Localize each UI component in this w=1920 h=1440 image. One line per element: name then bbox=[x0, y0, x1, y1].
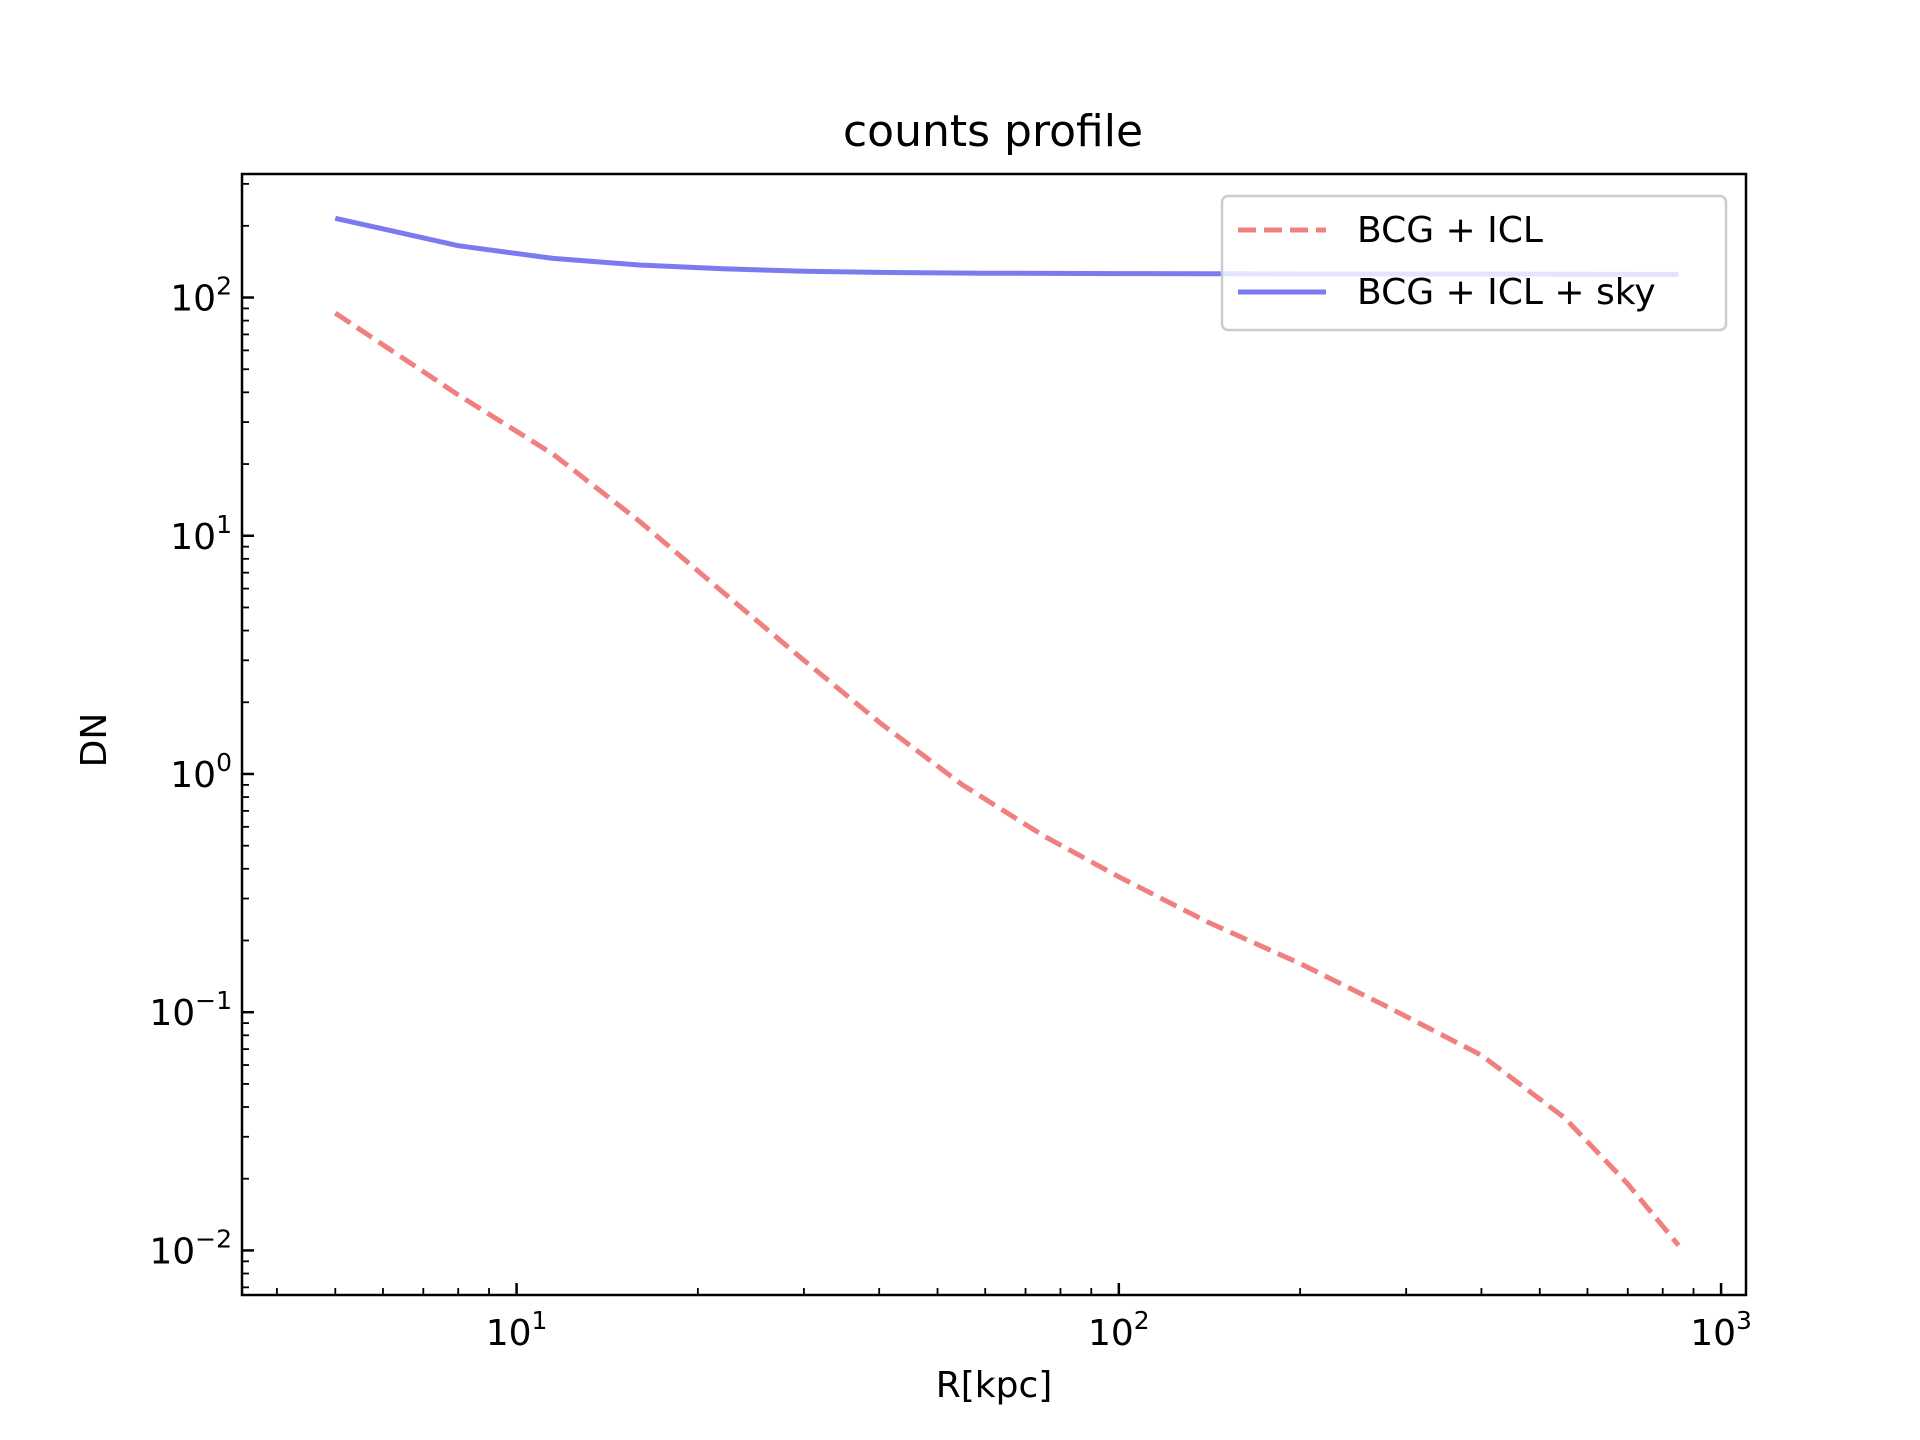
y-axis-ticks: 10−2 10−1 100 101 102 bbox=[149, 182, 254, 1289]
x-axis-label: R[kpc] bbox=[936, 1365, 1053, 1406]
x-tick-label-0: 101 bbox=[486, 1306, 548, 1354]
x-axis-ticks: 101 102 103 bbox=[276, 1283, 1752, 1354]
y-tick-label-3: 101 bbox=[170, 510, 232, 558]
x-tick-label-2: 103 bbox=[1690, 1306, 1752, 1354]
legend: BCG + ICL BCG + ICL + sky bbox=[1220, 194, 1728, 332]
plot-frame bbox=[240, 172, 1748, 1297]
y-tick-label-1: 10−1 bbox=[149, 986, 232, 1034]
y-tick-label-2: 100 bbox=[170, 748, 232, 796]
legend-label-0: BCG + ICL bbox=[1357, 210, 1543, 251]
y-tick-label-4: 102 bbox=[170, 272, 232, 320]
x-tick-label-1: 102 bbox=[1088, 1306, 1150, 1354]
legend-label-1: BCG + ICL + sky bbox=[1357, 272, 1656, 313]
legend-box bbox=[1220, 194, 1728, 332]
y-axis-label: DN bbox=[74, 713, 115, 768]
series-line-0 bbox=[333, 311, 1681, 1247]
chart-title: counts profile bbox=[843, 106, 1143, 157]
y-tick-label-0: 10−2 bbox=[149, 1224, 232, 1272]
